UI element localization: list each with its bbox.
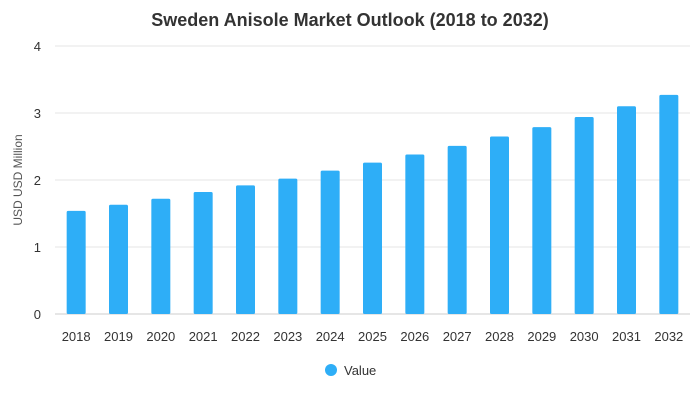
x-tick-label-2026: 2026 <box>400 329 429 344</box>
chart-title: Sweden Anisole Market Outlook (2018 to 2… <box>151 10 548 30</box>
legend-swatch-value <box>325 364 337 376</box>
x-tick-label-2032: 2032 <box>654 329 683 344</box>
bar-2019[interactable] <box>109 204 128 314</box>
bar-2029[interactable] <box>532 127 552 314</box>
x-tick-label-2024: 2024 <box>316 329 345 344</box>
y-tick-label: 2 <box>34 173 41 188</box>
bars <box>66 94 679 315</box>
bar-2028[interactable] <box>490 136 509 314</box>
bar-2032[interactable] <box>659 94 679 314</box>
bar-2026[interactable] <box>405 154 425 314</box>
legend[interactable]: Value <box>325 363 376 378</box>
x-tick-label-2027: 2027 <box>443 329 472 344</box>
bar-2024[interactable] <box>320 170 340 314</box>
x-tick-label-2031: 2031 <box>612 329 641 344</box>
bar-2030[interactable] <box>574 117 594 315</box>
y-axis-ticks: 0 1 2 3 4 <box>34 39 41 322</box>
x-tick-label-2028: 2028 <box>485 329 514 344</box>
x-tick-label-2030: 2030 <box>570 329 599 344</box>
x-tick-label-2020: 2020 <box>146 329 175 344</box>
bar-2031[interactable] <box>617 106 636 314</box>
bar-2025[interactable] <box>363 162 382 314</box>
x-tick-label-2025: 2025 <box>358 329 387 344</box>
bar-2021[interactable] <box>193 192 213 314</box>
bar-2022[interactable] <box>236 185 255 314</box>
x-tick-label-2023: 2023 <box>273 329 302 344</box>
x-tick-label-2018: 2018 <box>62 329 91 344</box>
bar-2027[interactable] <box>447 145 467 314</box>
y-tick-label: 3 <box>34 106 41 121</box>
bar-2020[interactable] <box>151 198 171 314</box>
x-tick-label-2022: 2022 <box>231 329 260 344</box>
y-axis-label: USD USD Million <box>11 134 25 225</box>
x-tick-label-2029: 2029 <box>527 329 556 344</box>
y-tick-label: 0 <box>34 307 41 322</box>
y-tick-label: 1 <box>34 240 41 255</box>
y-tick-label: 4 <box>34 39 41 54</box>
bar-2023[interactable] <box>278 178 298 314</box>
x-axis-ticks: 2018 2019 2020 2021 2022 2023 2024 2025 2026 2027… <box>62 329 684 344</box>
x-tick-label-2021: 2021 <box>189 329 218 344</box>
bar-2018[interactable] <box>66 210 86 314</box>
x-tick-label-2019: 2019 <box>104 329 133 344</box>
legend-label-value: Value <box>344 363 376 378</box>
